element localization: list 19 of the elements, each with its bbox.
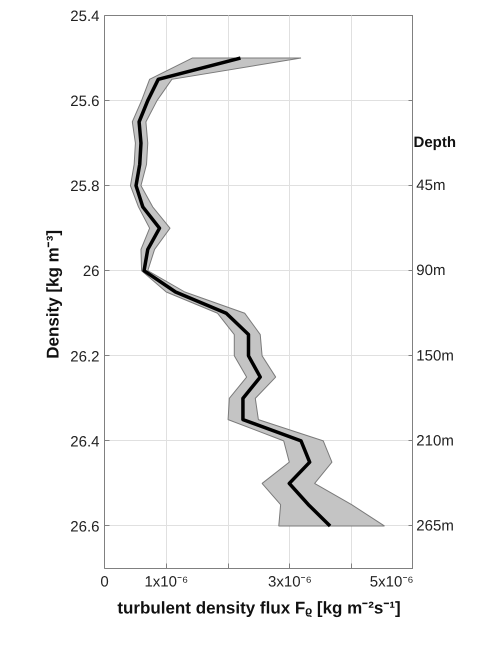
y-tick-label: 25.4 bbox=[70, 8, 100, 25]
x-axis-title: turbulent density flux Fᵨ [kg m⁻²s⁻¹] bbox=[117, 598, 401, 618]
y-tick-label: 26.6 bbox=[70, 518, 100, 536]
text: 265m bbox=[416, 517, 454, 534]
text: 45m bbox=[416, 177, 446, 194]
text: 150m bbox=[416, 347, 454, 364]
y-tick-label: 26 bbox=[82, 263, 100, 280]
x-tick-label: 0 bbox=[100, 574, 109, 590]
x-tick-label: 3x10⁻⁶ bbox=[268, 574, 312, 590]
text: 90m bbox=[416, 262, 446, 280]
y2-axis-title: Depth bbox=[414, 134, 456, 152]
y-tick-label: 26.4 bbox=[70, 433, 100, 450]
x-tick-label: 1x10⁻⁶ bbox=[144, 574, 188, 590]
y-tick-label: 25.8 bbox=[70, 178, 100, 196]
y-tick-label: 26.2 bbox=[70, 348, 100, 366]
text: 210m bbox=[416, 432, 454, 450]
x-tick-label: 5x10⁻⁶ bbox=[370, 574, 414, 590]
y-axis-title: Density [kg m⁻³] bbox=[43, 230, 62, 359]
y-tick-label: 25.6 bbox=[70, 93, 100, 110]
